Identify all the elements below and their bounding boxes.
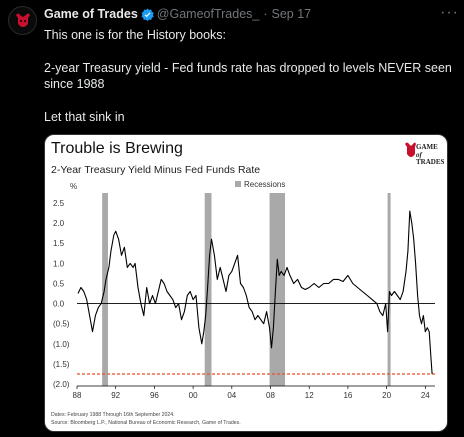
- x-tick-label: 24: [421, 391, 430, 400]
- series-line: [77, 210, 433, 375]
- recession-band-3: [387, 193, 391, 386]
- y-tick-label: (1.0): [53, 340, 70, 349]
- x-tick-label: 92: [111, 391, 120, 400]
- bull-logo-icon: [15, 13, 30, 27]
- footnote-dates: Dates: February 1988 Through 16th Septem…: [51, 412, 175, 418]
- game-of-trades-logo-icon: [405, 142, 416, 157]
- tweet-text: This one is for the History books: 2-yea…: [44, 27, 462, 125]
- x-tick-label: 04: [227, 391, 236, 400]
- tweet-line-3: Let that sink in: [44, 109, 125, 124]
- tweet-date[interactable]: Sep 17: [271, 7, 312, 21]
- chart-title: Trouble is Brewing: [51, 140, 183, 157]
- y-tick-label: 1.5: [53, 239, 65, 248]
- y-axis-unit: %: [70, 182, 77, 191]
- recession-band-1: [204, 193, 212, 386]
- x-tick-label: 20: [382, 391, 391, 400]
- y-tick-label: 0.5: [53, 279, 65, 288]
- tweet-line-2: 2-year Treasury yield - Fed funds rate h…: [44, 60, 452, 92]
- x-tick-label: 08: [266, 391, 275, 400]
- x-tick-label: 12: [305, 391, 314, 400]
- y-tick-label: 0.0: [53, 300, 65, 309]
- tweet-header: Game of Trades @GameofTrades_ · Sep 17: [44, 7, 311, 21]
- author-name[interactable]: Game of Trades: [44, 7, 138, 21]
- avatar[interactable]: [8, 6, 37, 35]
- legend-swatch: [235, 181, 241, 187]
- line-chart: Recessions% 2.5 2.0 1.5 1.0 0.5 0.0 (0.5) (1.0) (…: [53, 180, 435, 400]
- logo-line-2: of: [416, 150, 422, 159]
- x-tick-label: 16: [343, 391, 352, 400]
- logo-line-1: GAME: [416, 143, 438, 151]
- author-handle[interactable]: @GameofTrades_: [156, 7, 260, 21]
- x-tick-label: 88: [73, 391, 82, 400]
- y-tick-label: (1.5): [53, 360, 70, 369]
- chart-subtitle: 2-Year Treasury Yield Minus Fed Funds Ra…: [51, 164, 261, 176]
- legend-label: Recessions: [244, 180, 285, 189]
- x-tick-label: 96: [150, 391, 159, 400]
- recession-band-0: [102, 193, 108, 386]
- separator-dot: ·: [263, 7, 268, 21]
- verified-badge-icon: [141, 8, 154, 21]
- recession-band-2: [269, 193, 286, 386]
- y-tick-label: 1.0: [53, 259, 65, 268]
- y-tick-label: 2.0: [53, 219, 65, 228]
- y-tick-label: (0.5): [53, 320, 70, 329]
- y-tick-label: (2.0): [53, 380, 70, 389]
- footnote-source: Source: Bloomberg L.P., National Bureau …: [51, 420, 241, 426]
- logo-line-3: TRADES: [416, 158, 445, 166]
- chart-image-card[interactable]: Trouble is Brewing 2-Year Treasury Yield…: [44, 134, 448, 432]
- x-tick-label: 00: [189, 391, 198, 400]
- y-tick-label: 2.5: [53, 199, 65, 208]
- logo-text: GAME of TRADES: [416, 143, 445, 167]
- ellipsis-icon[interactable]: ···: [440, 4, 459, 21]
- tweet-line-1: This one is for the History books:: [44, 28, 227, 42]
